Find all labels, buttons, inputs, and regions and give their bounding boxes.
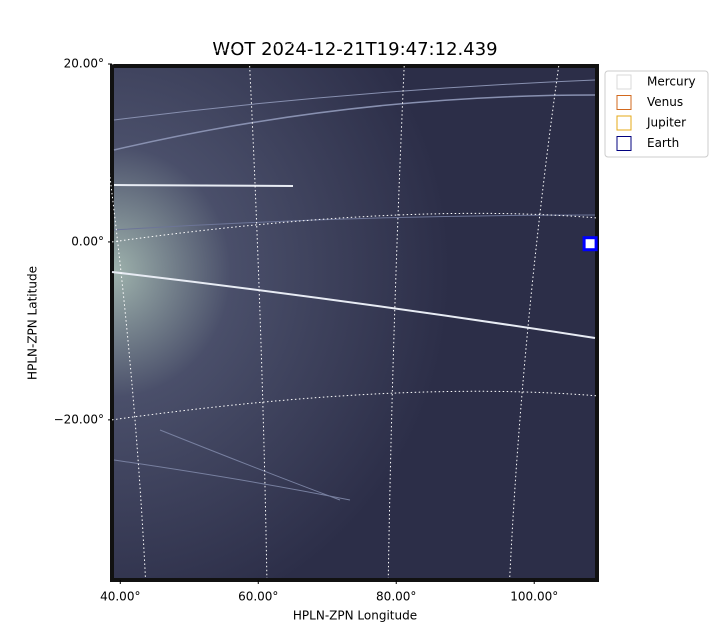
chart-title: WOT 2024-12-21T19:47:12.439 <box>212 39 497 60</box>
grid-line <box>387 65 405 579</box>
grid-line <box>94 65 146 579</box>
x-tick-label: 100.00° <box>510 590 558 604</box>
grid-line <box>509 65 560 579</box>
y-axis-label: HPLN-ZPN Latitude <box>26 266 40 380</box>
legend-label: Jupiter <box>646 116 686 130</box>
x-tick-label: 40.00° <box>100 590 140 604</box>
x-axis-label: HPLN-ZPN Longitude <box>293 609 417 623</box>
x-tick-label: 80.00° <box>376 590 416 604</box>
y-tick-label: 0.00° <box>71 234 104 248</box>
y-tick-label: −20.00° <box>54 412 104 426</box>
legend-label: Mercury <box>647 75 696 89</box>
y-tick-label: 20.00° <box>64 57 104 71</box>
legend-swatch <box>616 136 632 151</box>
legend-swatch <box>616 74 632 90</box>
legend <box>604 70 709 158</box>
body-marker <box>582 236 598 252</box>
legend-label: Earth <box>647 136 679 150</box>
legend-swatch <box>616 95 632 110</box>
image <box>110 64 599 582</box>
x-tick-label: 60.00° <box>238 590 278 604</box>
legend-label: Venus <box>647 95 683 109</box>
grid-line <box>249 65 268 579</box>
legend-swatch <box>616 115 632 131</box>
